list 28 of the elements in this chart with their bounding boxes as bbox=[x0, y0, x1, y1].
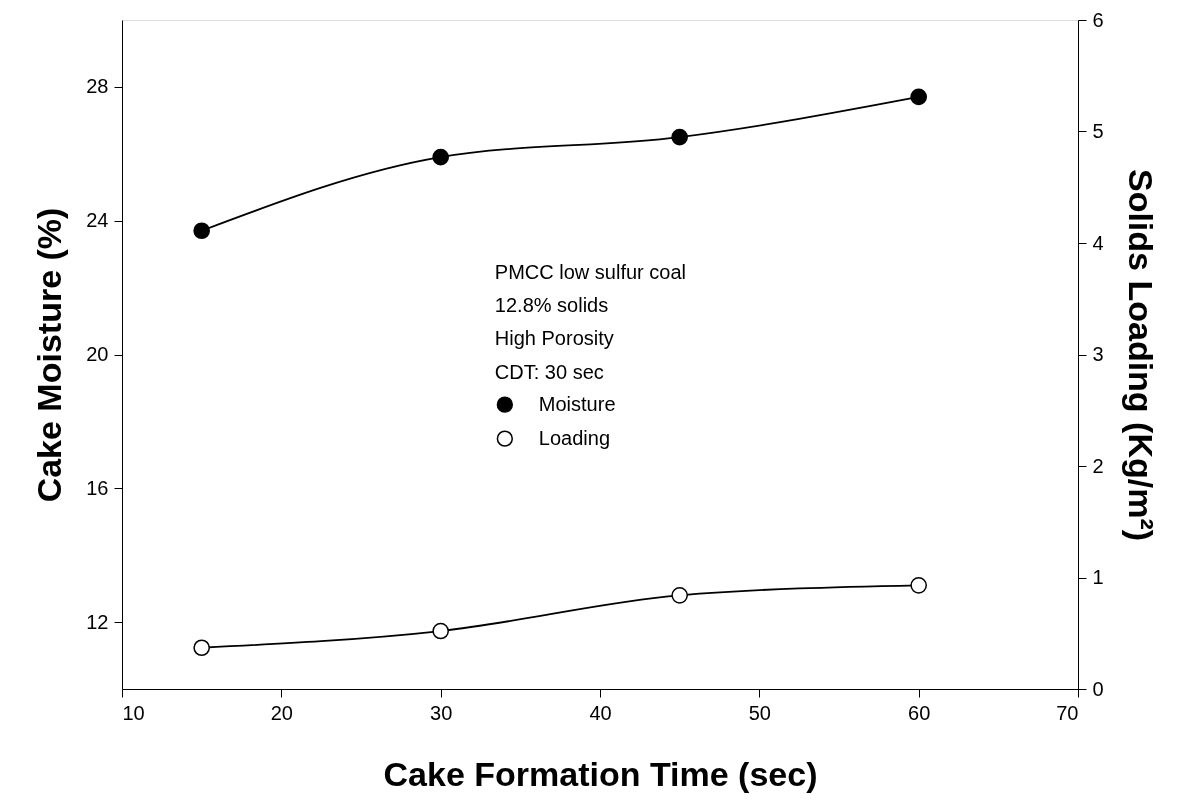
y-tick-label: 28 bbox=[86, 75, 109, 98]
y2-tick-label: 5 bbox=[1092, 120, 1104, 142]
annotation: 12.8% solids bbox=[494, 293, 609, 316]
y-tick-label: 12 bbox=[86, 610, 109, 633]
x-tick-label: 70 bbox=[1056, 701, 1079, 724]
y2-tick-label: 3 bbox=[1092, 343, 1104, 365]
annotation: High Porosity bbox=[494, 327, 614, 350]
legend-label: Moisture bbox=[538, 392, 616, 415]
y-axis-title: Cake Moisture (%) bbox=[30, 207, 69, 503]
x-tick-label: 40 bbox=[589, 701, 612, 724]
y2-tick-label: 0 bbox=[1092, 677, 1104, 700]
y2-tick-label: 2 bbox=[1092, 454, 1104, 477]
x-tick-label: 30 bbox=[430, 701, 453, 724]
y-tick-label: 20 bbox=[86, 343, 109, 365]
annotation: PMCC low sulfur coal bbox=[494, 260, 687, 283]
x-tick-label: 50 bbox=[748, 701, 771, 724]
y-tick-label: 24 bbox=[86, 209, 109, 232]
x-tick-label: 10 bbox=[122, 701, 145, 724]
y-tick-label: 16 bbox=[86, 476, 109, 499]
legend-label: Loading bbox=[538, 426, 611, 449]
annotation: CDT: 30 sec bbox=[494, 360, 604, 383]
x-tick-label: 60 bbox=[908, 701, 931, 724]
x-tick-label: 20 bbox=[270, 701, 293, 724]
x-axis-title: Cake Formation Time (sec) bbox=[383, 754, 818, 793]
y2-axis-title: Solids Loading (Kg/m²) bbox=[1121, 168, 1160, 542]
y2-tick-label: 1 bbox=[1092, 566, 1104, 588]
y2-tick-label: 6 bbox=[1092, 8, 1104, 31]
y2-tick-label: 4 bbox=[1092, 231, 1104, 254]
